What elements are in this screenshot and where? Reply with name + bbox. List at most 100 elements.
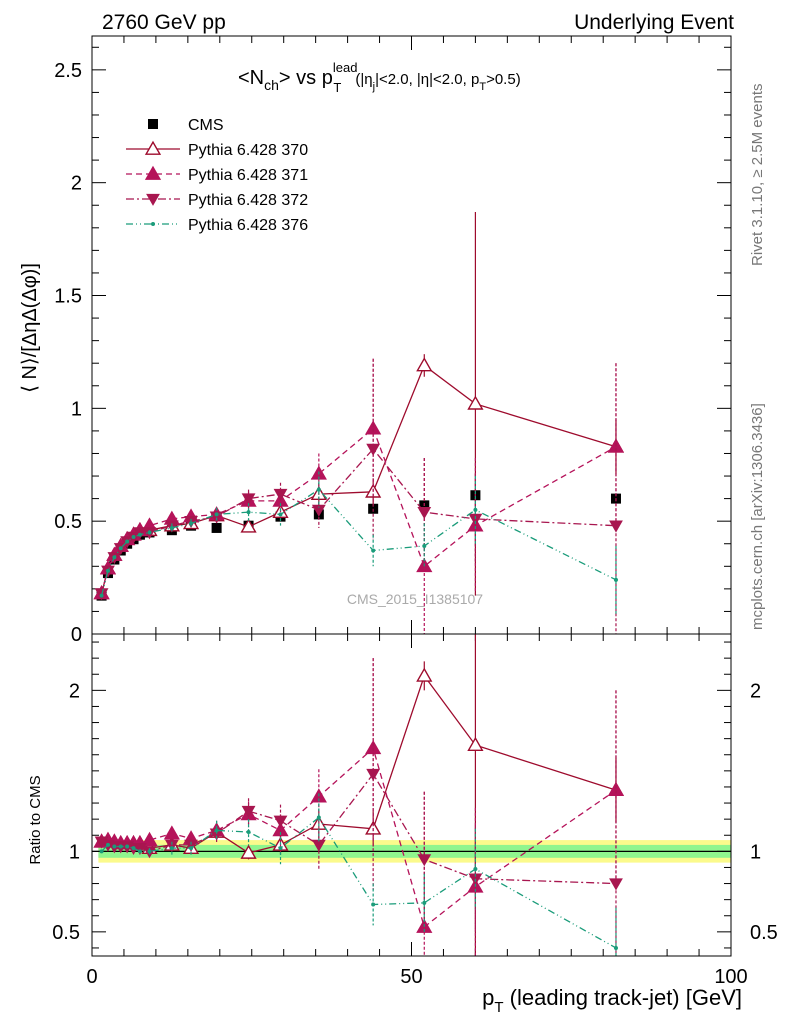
ratio-series [93, 634, 625, 956]
data-point [118, 546, 123, 551]
y-tick-label: 0.5 [52, 922, 80, 944]
data-point [214, 512, 219, 517]
data-point [240, 844, 257, 859]
data-point [311, 504, 326, 517]
data-point [607, 781, 625, 797]
ratio-band [92, 840, 731, 863]
data-point [473, 507, 478, 512]
data-point [189, 521, 194, 526]
plot-title: <Nch> vs plead T (|ηj|<2.0, |η|<2.0, pT>0.… [238, 60, 521, 95]
y-tick-label-right: 2 [750, 680, 761, 702]
y-tick-label-right: 0.5 [750, 922, 778, 944]
legend-label: Pythia 6.428 370 [188, 142, 308, 159]
data-point [278, 512, 283, 517]
data-point [214, 828, 219, 833]
xlabel-p: p [482, 985, 494, 1010]
data-point [133, 842, 147, 856]
data-point [137, 532, 142, 537]
main-series [93, 212, 625, 634]
title-cut-b: |<2.0, |η|<2.0, p [375, 71, 479, 88]
legend-label: CMS [188, 117, 224, 134]
data-point [417, 506, 432, 520]
data-point [246, 510, 251, 515]
data-point [94, 836, 109, 849]
ratio-ylabel: Ratio to CMS [27, 775, 44, 864]
legend-item: Pythia 6.428 372 [126, 192, 308, 209]
y-tick-label: 2 [69, 680, 80, 702]
main-ylabel: ⟨ N⟩/[ΔηΔ(Δφ)] [19, 263, 41, 393]
data-point [241, 805, 256, 818]
data-point [278, 846, 283, 851]
data-point [371, 548, 376, 553]
data-point [422, 900, 427, 905]
legend-label: Pythia 6.428 372 [188, 192, 308, 209]
ratio-series-pythia-6-428-376 [99, 793, 618, 956]
title-gt: > vs p [279, 67, 333, 89]
data-point [131, 846, 136, 851]
series-line [100, 488, 617, 596]
data-point [366, 768, 381, 781]
data-point [468, 513, 483, 526]
data-point [613, 945, 618, 950]
series-line [100, 427, 617, 594]
y-tick-label-right: 1 [750, 841, 761, 863]
data-point [211, 522, 222, 533]
mcplots-label: mcplots.cern.ch [arXiv:1306.3436] [749, 403, 766, 630]
x-axis-label: pT (leading track-jet) [GeV] [482, 985, 742, 1016]
data-point [467, 395, 484, 410]
x-tick-label: 50 [400, 966, 422, 988]
legend: CMS Pythia 6.428 370 Pythia 6.428 371 Pythi… [126, 117, 308, 234]
title-T2: T [479, 81, 486, 93]
header-left: 2760 GeV pp [102, 11, 226, 34]
data-point [125, 539, 130, 544]
data-point [209, 828, 224, 841]
legend-label: Pythia 6.428 376 [188, 217, 308, 234]
y-tick-label: 2 [71, 173, 82, 195]
data-point [131, 534, 136, 539]
data-point [137, 849, 142, 854]
data-point [371, 902, 376, 907]
y-tick-label: 0 [71, 624, 82, 646]
main-axes: 0 0.5 1 1.5 2 2.5 [54, 36, 731, 646]
title-cut-a: (|η [355, 71, 372, 88]
data-point [169, 525, 174, 530]
data-point [169, 846, 174, 851]
data-point [105, 568, 110, 573]
rivet-label: Rivet 3.1.10, ≥ 2.5M events [749, 84, 766, 267]
data-point [141, 831, 158, 846]
data-point [273, 488, 288, 501]
data-point [241, 493, 256, 506]
legend-marker [144, 140, 162, 155]
title-cut-c: >0.5) [486, 71, 521, 88]
data-point [147, 849, 152, 854]
data-point [105, 842, 110, 847]
data-point [125, 844, 130, 849]
data-point [164, 839, 179, 852]
data-point [416, 667, 433, 682]
data-point [613, 577, 618, 582]
data-point [240, 518, 257, 533]
data-point [609, 878, 623, 891]
data-point [467, 736, 484, 751]
y-tick-label: 1 [69, 841, 80, 863]
y-tick-label: 2.5 [54, 60, 82, 82]
data-point [473, 867, 478, 872]
legend-item: Pythia 6.428 370 [126, 140, 308, 159]
data-point [99, 593, 104, 598]
ratio-frame [91, 633, 732, 957]
legend-marker [146, 193, 160, 206]
ratio-series-pythia-6-428-372 [94, 658, 623, 956]
legend-marker [151, 222, 155, 226]
data-point [112, 844, 117, 849]
xlabel-T: T [494, 999, 503, 1016]
legend-item: Pythia 6.428 371 [126, 165, 308, 184]
series-line [100, 447, 617, 594]
data-point [417, 854, 432, 867]
data-point [609, 520, 623, 533]
data-point [366, 443, 381, 456]
data-point [99, 849, 104, 854]
legend-label: Pythia 6.428 371 [188, 167, 308, 184]
data-point [246, 830, 251, 835]
